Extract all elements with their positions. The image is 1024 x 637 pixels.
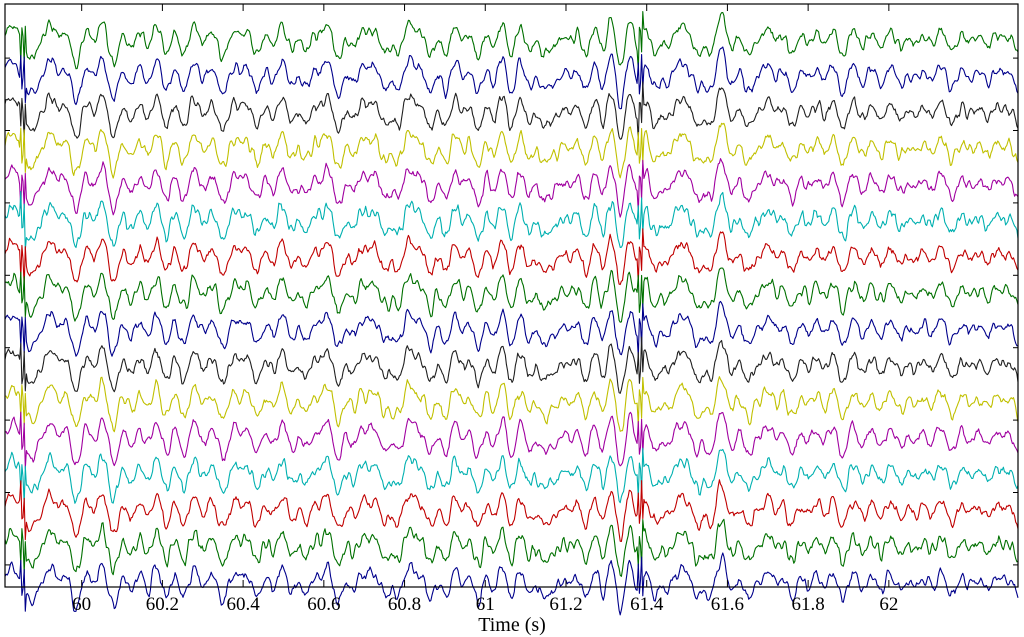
x-tick-label: 61.4 [630, 594, 664, 615]
x-tick-label: 60.4 [226, 594, 260, 615]
trace-channel-4 [4, 122, 1019, 179]
y-axis-ticks [5, 57, 1018, 566]
trace-channel-10 [4, 336, 1019, 394]
x-tick-label: 60.8 [388, 594, 421, 615]
x-tick-label: 61.8 [792, 594, 825, 615]
trace-channel-7 [4, 228, 1019, 288]
trace-channel-12 [4, 411, 1019, 470]
x-tick-label: 60.6 [307, 594, 340, 615]
x-tick-label: 61.6 [711, 594, 744, 615]
trace-channel-1 [4, 11, 1019, 70]
x-axis-title: Time (s) [478, 614, 546, 636]
x-tick-label: 60.2 [146, 594, 179, 615]
trace-channel-15 [4, 518, 1019, 577]
x-axis-ticks: 60 60.2 60.4 60.6 60.8 61 61.2 61.4 61.6 61.8 62 [72, 4, 898, 615]
plot-background [5, 4, 1018, 587]
x-tick-label: 60 [72, 594, 91, 615]
trace-channel-2 [4, 46, 1019, 110]
x-tick-label: 62 [879, 594, 898, 615]
plot-frame [4, 3, 1019, 588]
trace-channel-11 [4, 376, 1019, 433]
trace-channel-13 [4, 447, 1019, 505]
trace-channel-14 [4, 479, 1019, 542]
trace-channel-6 [4, 190, 1019, 251]
x-tick-label: 61.2 [549, 594, 582, 615]
traces-group [4, 11, 1019, 616]
trace-channel-3 [4, 81, 1019, 142]
trace-channel-8 [4, 267, 1019, 323]
trace-channel-16 [4, 552, 1019, 616]
x-tick-label: 61 [476, 594, 495, 615]
trace-channel-9 [4, 300, 1019, 357]
trace-channel-5 [4, 158, 1019, 218]
